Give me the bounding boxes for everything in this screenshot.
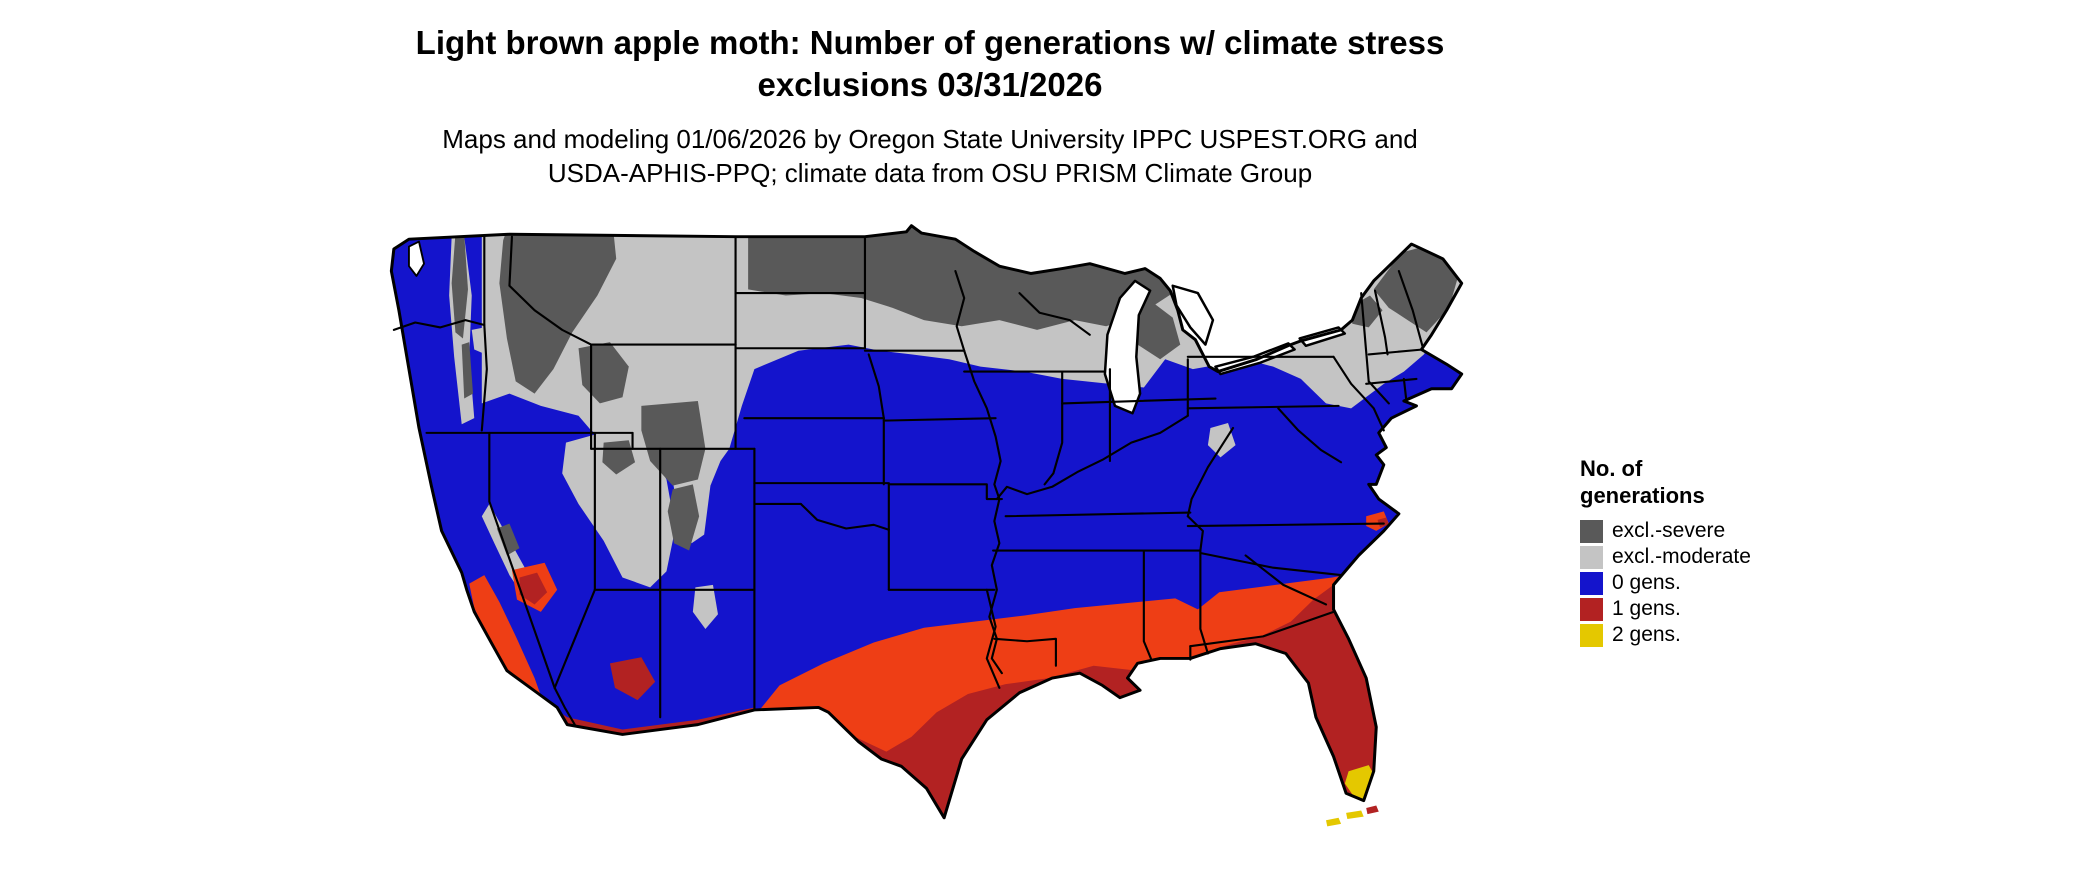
legend-item-0-gens: 0 gens. [1580,570,1751,596]
us-map [389,224,1464,827]
title-line-2: exclusions 03/31/2026 [757,66,1103,103]
legend-label-1-gens: 1 gens. [1612,597,1681,620]
legend-label-0-gens: 0 gens. [1612,571,1681,594]
legend-swatch-1-gens [1580,597,1603,621]
legend-title-line-1: No. of [1580,456,1643,481]
lake-michigan [1103,279,1152,415]
legend-item-excl-severe: excl.-severe [1580,518,1751,544]
legend-label-excl-severe: excl.-severe [1612,519,1726,542]
legend-rows: excl.-severe excl.-moderate 0 gens. 1 ge… [1580,518,1751,648]
legend-item-1-gens: 1 gens. [1580,596,1751,622]
page-subtitle: Maps and modeling 01/06/2026 by Oregon S… [0,122,1860,190]
puget-sound [407,240,425,277]
legend-title-line-2: generations [1580,483,1705,508]
state-borders [392,235,1424,726]
us-outline [389,224,1464,820]
legend-label-2-gens: 2 gens. [1612,623,1681,646]
subtitle-line-1: Maps and modeling 01/06/2026 by Oregon S… [442,124,1418,154]
florida-keys [1326,805,1379,827]
legend-item-excl-moderate: excl.-moderate [1580,544,1751,570]
page-title: Light brown apple moth: Number of genera… [0,22,1860,106]
legend-swatch-excl-severe [1580,519,1603,543]
legend-item-2-gens: 2 gens. [1580,622,1751,648]
legend-swatch-2-gens [1580,623,1603,647]
subtitle-line-2: USDA-APHIS-PPQ; climate data from OSU PR… [547,158,1313,188]
legend-swatch-0-gens [1580,571,1603,595]
header: Light brown apple moth: Number of genera… [0,22,1860,190]
legend-swatch-excl-moderate [1580,545,1603,569]
title-line-1: Light brown apple moth: Number of genera… [415,24,1445,61]
legend: No. of generations excl.-severe excl.-mo… [1580,455,1751,648]
legend-title: No. of generations [1580,455,1751,509]
legend-label-excl-moderate: excl.-moderate [1612,545,1751,568]
